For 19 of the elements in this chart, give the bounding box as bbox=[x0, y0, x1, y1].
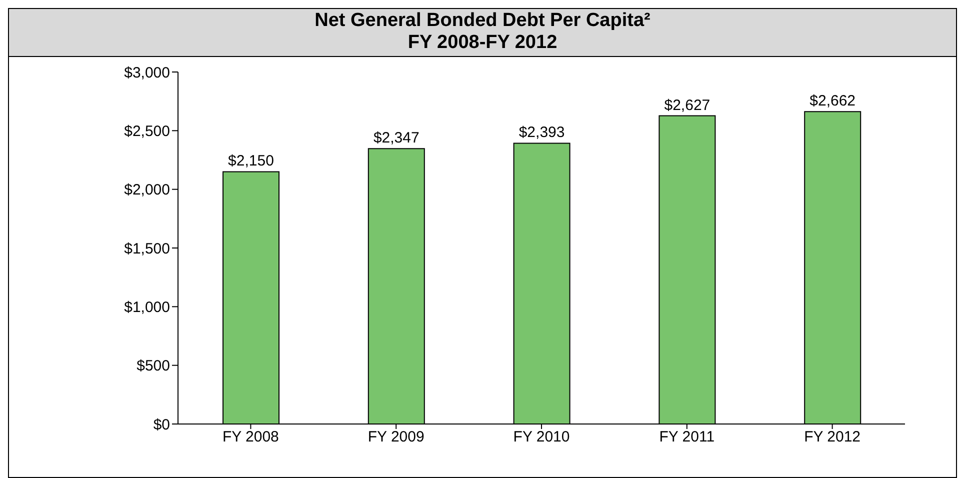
y-tick-label: $2,500 bbox=[124, 122, 170, 140]
x-tick-label: FY 2008 bbox=[222, 428, 279, 446]
y-tick-label: $500 bbox=[136, 358, 170, 375]
chart-subtitle: FY 2008-FY 2012 bbox=[406, 32, 558, 54]
chart-title: Net General Bonded Debt Per Capita² bbox=[314, 10, 652, 32]
x-tick-label: FY 2011 bbox=[659, 428, 715, 446]
y-tick-label: $0 bbox=[153, 416, 170, 434]
x-tick-label: FY 2009 bbox=[368, 428, 424, 446]
y-tick-label: $2,000 bbox=[124, 182, 170, 199]
y-tick-label: $1,000 bbox=[124, 298, 170, 316]
y-tick-label: $3,000 bbox=[124, 64, 170, 82]
data-label: $2,393 bbox=[518, 124, 565, 142]
data-label: $2,150 bbox=[228, 152, 274, 170]
y-tick-label: $1,500 bbox=[124, 240, 170, 258]
data-label: $2,627 bbox=[664, 96, 710, 114]
x-tick-label: FY 2012 bbox=[804, 428, 861, 446]
data-label: $2,347 bbox=[373, 130, 420, 147]
data-label: $2,662 bbox=[810, 92, 856, 110]
x-tick-label: FY 2010 bbox=[513, 428, 570, 446]
